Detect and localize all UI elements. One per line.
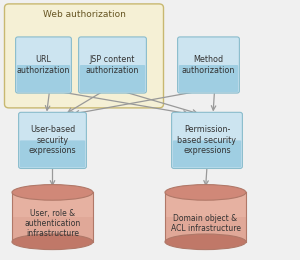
FancyBboxPatch shape bbox=[16, 37, 71, 93]
FancyBboxPatch shape bbox=[173, 140, 241, 167]
FancyBboxPatch shape bbox=[20, 140, 85, 167]
Text: Permission-
based security
expressions: Permission- based security expressions bbox=[178, 126, 236, 155]
FancyBboxPatch shape bbox=[4, 4, 164, 108]
FancyBboxPatch shape bbox=[79, 37, 146, 93]
Text: JSP content
authorization: JSP content authorization bbox=[86, 55, 139, 75]
FancyBboxPatch shape bbox=[17, 65, 70, 92]
FancyBboxPatch shape bbox=[172, 112, 242, 168]
Ellipse shape bbox=[12, 234, 93, 250]
FancyBboxPatch shape bbox=[80, 65, 145, 92]
Bar bbox=[165, 192, 246, 242]
Text: URL
authorization: URL authorization bbox=[17, 55, 70, 75]
Text: Domain object &
ACL infrastructure: Domain object & ACL infrastructure bbox=[170, 214, 241, 233]
Text: User, role &
authentication
infrastructure: User, role & authentication infrastructu… bbox=[24, 209, 81, 238]
Bar bbox=[165, 194, 246, 217]
Text: User-based
security
expressions: User-based security expressions bbox=[29, 126, 76, 155]
Ellipse shape bbox=[12, 185, 93, 200]
Ellipse shape bbox=[165, 234, 246, 250]
Ellipse shape bbox=[165, 185, 246, 200]
Bar bbox=[12, 194, 93, 217]
Text: Web authorization: Web authorization bbox=[43, 10, 125, 20]
FancyBboxPatch shape bbox=[178, 37, 239, 93]
FancyBboxPatch shape bbox=[19, 112, 86, 168]
Bar bbox=[12, 192, 93, 242]
Text: Method
authorization: Method authorization bbox=[182, 55, 235, 75]
FancyBboxPatch shape bbox=[179, 65, 238, 92]
